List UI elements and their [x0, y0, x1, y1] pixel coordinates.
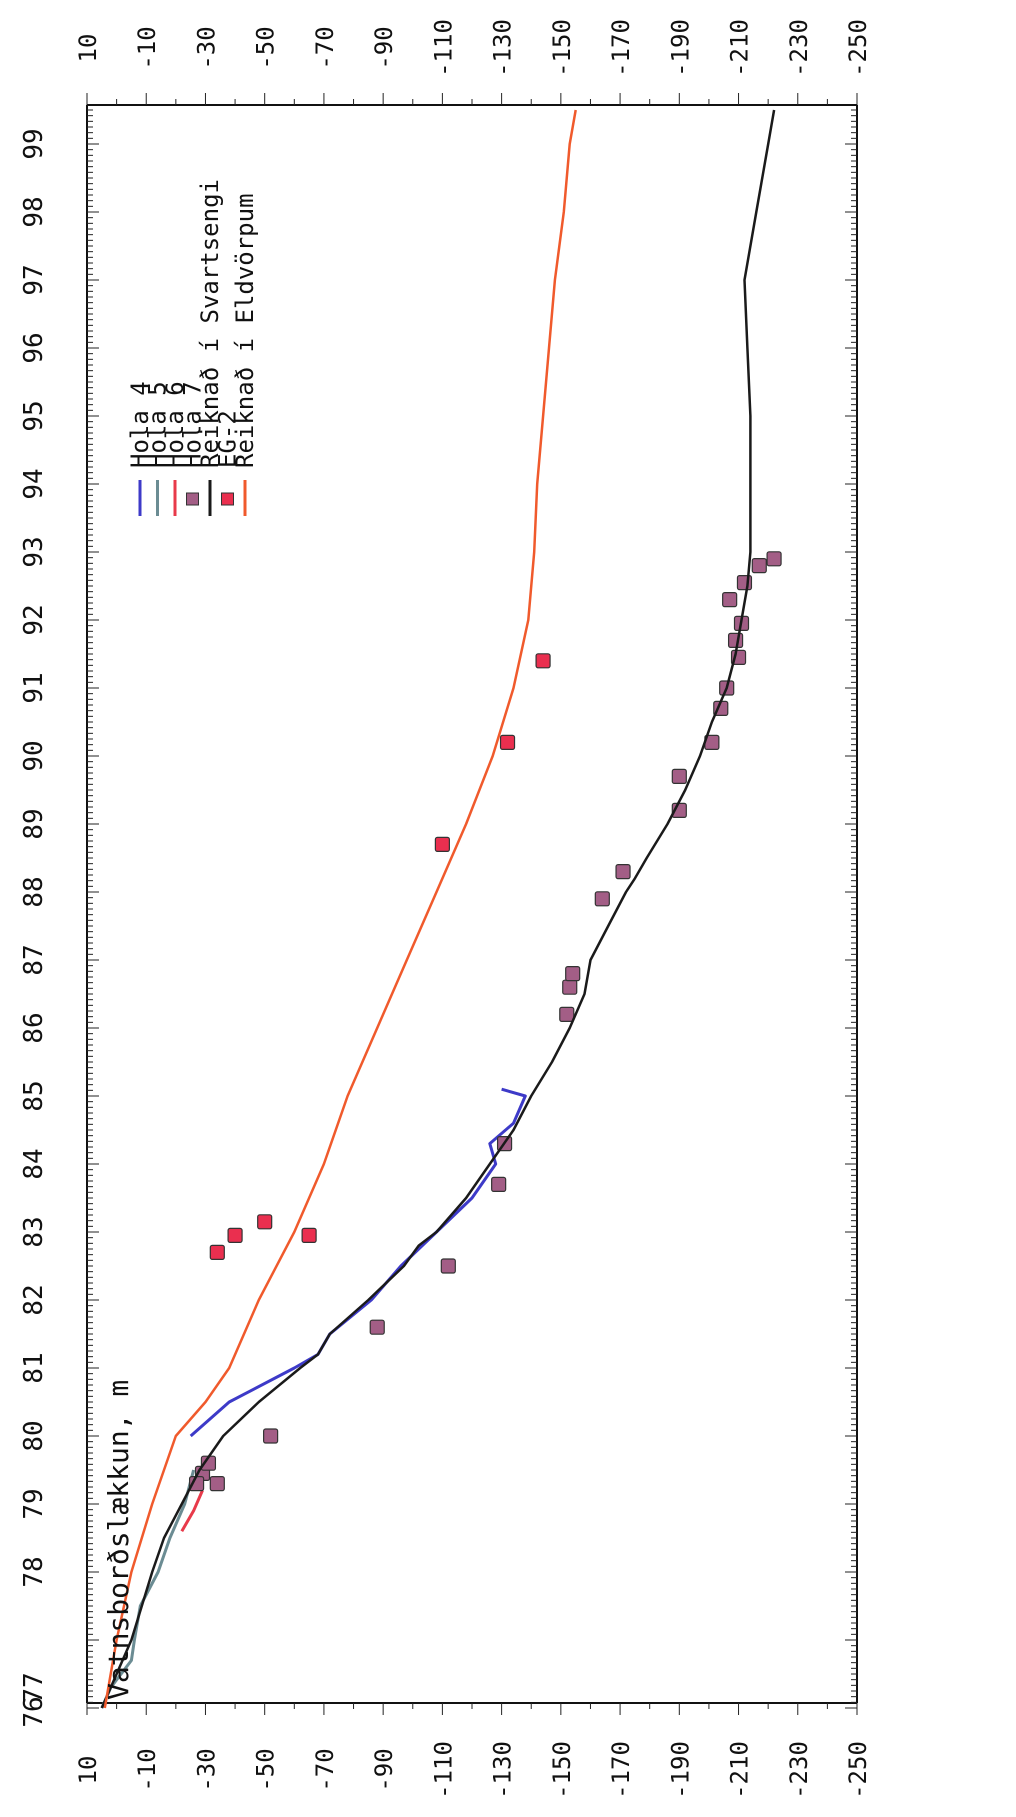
x-tick-label: 80 [19, 1420, 49, 1451]
y-tick-label-top: -250 [844, 19, 872, 77]
y-tick-label-bottom: -70 [311, 1748, 339, 1791]
data-point-eg-2 [434, 836, 450, 853]
series-line-reikna-svartsengi [100, 109, 776, 1709]
series-line-reikna-eldv-rpum [103, 109, 577, 1709]
y-tick-label-bottom: -150 [548, 1741, 576, 1799]
series-layer [100, 109, 782, 1709]
y-tick-labels-right: 10 -10 -30 -50 -70 -90 -110 -130 -150 -170 -190 -21… [74, 19, 872, 77]
x-tick-label: 96 [19, 332, 49, 363]
x-tick-label: 83 [19, 1216, 49, 1247]
data-point-hola-7 [209, 1475, 225, 1492]
data-point-hola-7 [766, 551, 782, 567]
y-tick-label-bottom: -130 [489, 1741, 517, 1799]
y-tick-label-bottom: -30 [192, 1748, 220, 1791]
y-tick-label-top: -90 [370, 26, 398, 69]
y-tick-label-bottom: -10 [133, 1748, 161, 1791]
legend-label: Hola 5 [144, 381, 172, 468]
x-tick-label: 77 [19, 1672, 49, 1703]
y-tick-label-bottom: -50 [252, 1748, 280, 1791]
data-point-eg-2 [499, 734, 516, 751]
legend-label: Reiknað í Svartsengi [196, 179, 224, 468]
series-line-hola-4 [189, 1087, 527, 1438]
x-tick-label: 92 [19, 604, 49, 635]
x-tick-label: 81 [19, 1352, 49, 1383]
x-tick-label: 78 [19, 1556, 49, 1587]
x-tick-label: 94 [19, 468, 49, 499]
x-tick-label: 82 [19, 1284, 49, 1315]
y-tick-label-top: -190 [666, 19, 694, 77]
series-line-hola-6 [180, 1489, 204, 1532]
legend-label: Hola 6 [161, 381, 189, 468]
legend-label: Hola 4 [126, 381, 154, 468]
y-tick-label-top: -110 [429, 19, 457, 77]
y-tick-labels-left: 10 -10 -30 -50 -70 -90 -110 -130 -150 -170 -190 -21… [74, 1741, 872, 1799]
x-tick-label: 76 [19, 1696, 49, 1727]
y-tick-label-top: -30 [192, 26, 220, 69]
data-point-hola-7 [751, 557, 767, 574]
y-tick-label-top: 10 [74, 34, 102, 63]
y-tick-label-bottom: -170 [607, 1741, 635, 1799]
data-point-hola-7 [562, 979, 578, 995]
data-point-hola-7 [440, 1258, 456, 1274]
legend-label: EG-2 [214, 410, 242, 468]
legend-label: Hola 7 [179, 381, 207, 468]
x-tick-label: 86 [19, 1012, 49, 1043]
y-tick-label-bottom: 10 [74, 1756, 102, 1785]
y-tick-label-bottom: -210 [726, 1741, 754, 1799]
y-tick-label-bottom: -90 [370, 1748, 398, 1791]
data-point-hola-7 [727, 632, 744, 649]
data-point-eg-2 [227, 1227, 243, 1244]
y-tick-label-bottom: -190 [666, 1741, 694, 1799]
y-tick-label-top: -10 [133, 26, 161, 69]
data-point-hola-7 [671, 768, 687, 785]
data-point-hola-7 [594, 891, 610, 907]
data-point-eg-2 [301, 1227, 317, 1244]
x-tick-label: 79 [19, 1488, 49, 1519]
x-tick-label: 85 [19, 1080, 49, 1111]
y-tick-label-top: -150 [548, 19, 576, 77]
x-tick-label: 93 [19, 536, 49, 567]
y-tick-label-bottom: -250 [844, 1741, 872, 1799]
data-point-eg-2 [535, 653, 551, 669]
data-point-hola-7 [559, 1006, 575, 1023]
chart-title: Vatnsborðslækkun, m [102, 1380, 135, 1700]
data-point-eg-2 [257, 1214, 273, 1230]
y-tick-label-top: -70 [311, 26, 339, 69]
x-tick-label: 97 [19, 264, 49, 295]
data-point-hola-7 [369, 1319, 385, 1335]
y-tick-label-top: -50 [252, 26, 280, 69]
legend-label: Reiknað í Eldvörpum [231, 193, 259, 468]
legend-swatch [221, 492, 234, 506]
x-tick-label: 87 [19, 944, 49, 975]
x-tick-label: 99 [19, 128, 49, 159]
y-tick-label-bottom: -230 [785, 1741, 813, 1799]
y-tick-label-top: -210 [726, 19, 754, 77]
x-tick-label: 88 [19, 876, 49, 907]
data-point-eg-2 [209, 1244, 225, 1261]
data-point-hola-7 [491, 1176, 507, 1193]
y-tick-label-top: -170 [607, 19, 635, 77]
x-tick-label: 89 [19, 808, 49, 839]
data-point-hola-7 [615, 863, 631, 880]
x-tick-label: 90 [19, 740, 49, 771]
data-point-hola-7 [722, 591, 738, 608]
x-tick-label: 98 [19, 196, 49, 227]
y-tick-label-top: -230 [785, 19, 813, 77]
x-tick-label: 95 [19, 400, 49, 431]
data-point-hola-7 [565, 965, 581, 982]
y-tick-label-bottom: -110 [429, 1741, 457, 1799]
legend-swatch [186, 492, 199, 506]
x-tick-label: 91 [19, 672, 49, 703]
axis-ticks [86, 93, 858, 1715]
series-line-hola-5 [100, 1469, 196, 1709]
data-point-hola-7 [263, 1428, 279, 1444]
x-tick-label: 84 [19, 1148, 49, 1179]
y-tick-label-top: -130 [489, 19, 517, 77]
